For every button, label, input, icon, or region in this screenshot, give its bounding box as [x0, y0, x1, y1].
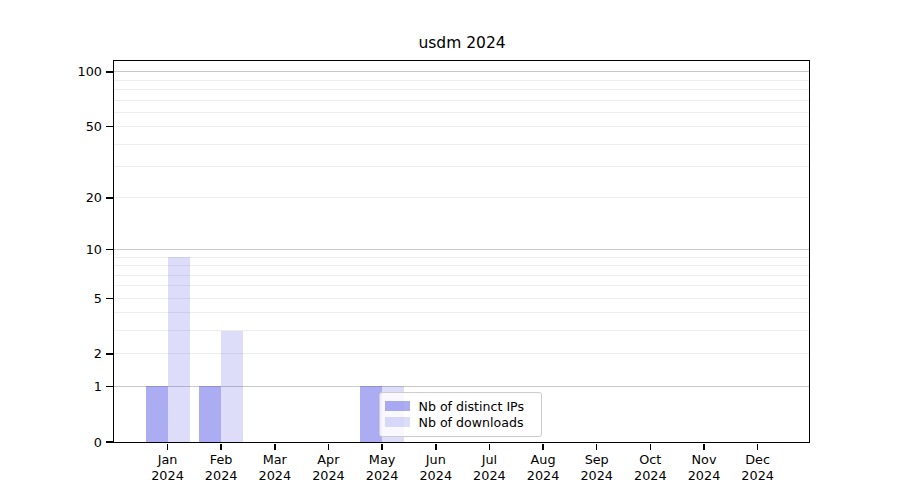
x-tick — [220, 444, 222, 450]
gridline-minor — [114, 285, 809, 286]
gridline-minor — [114, 126, 809, 127]
figure: usdm 2024 Nb of distinct IPs Nb of downl… — [0, 0, 900, 500]
y-tick — [106, 353, 113, 355]
y-tick-label: 2 — [50, 345, 102, 362]
gridline-minor — [114, 166, 809, 167]
x-tick — [650, 444, 652, 450]
legend-swatch-downloads — [385, 417, 410, 427]
legend-entry-distinct-ips: Nb of distinct IPs — [385, 399, 533, 414]
chart-title: usdm 2024 — [113, 34, 811, 52]
y-tick — [106, 441, 113, 443]
gridline-minor — [114, 353, 809, 354]
bar-downloads-feb — [221, 331, 243, 442]
x-tick-year: 2024 — [726, 468, 790, 484]
y-tick — [106, 126, 113, 128]
y-tick — [106, 386, 113, 388]
y-tick-label: 0 — [50, 434, 102, 451]
x-tick — [328, 444, 330, 450]
plot-area: Nb of distinct IPs Nb of downloads 01251… — [113, 60, 810, 443]
gridline-major — [114, 249, 809, 250]
gridline-minor — [114, 89, 809, 90]
x-tick-label: Dec2024 — [726, 452, 790, 483]
gridline-minor — [114, 112, 809, 113]
x-tick — [542, 444, 544, 450]
x-tick — [167, 444, 169, 450]
y-tick-label: 1 — [50, 378, 102, 395]
gridline-minor — [114, 100, 809, 101]
legend-label-distinct-ips: Nb of distinct IPs — [419, 399, 525, 414]
x-tick — [274, 444, 276, 450]
bar-ips-feb — [199, 386, 221, 442]
y-tick — [106, 298, 113, 300]
legend-entry-downloads: Nb of downloads — [385, 415, 533, 430]
x-tick-month: Dec — [726, 452, 790, 468]
legend-label-downloads: Nb of downloads — [419, 415, 524, 430]
x-tick — [381, 444, 383, 450]
x-tick — [489, 444, 491, 450]
gridline-minor — [114, 144, 809, 145]
gridline-minor — [114, 275, 809, 276]
y-tick — [106, 71, 113, 73]
y-tick-label: 50 — [50, 118, 102, 135]
y-tick — [106, 197, 113, 199]
x-tick — [596, 444, 598, 450]
legend: Nb of distinct IPs Nb of downloads — [379, 392, 542, 437]
gridline-minor — [114, 298, 809, 299]
legend-swatch-distinct-ips — [385, 401, 410, 411]
x-tick — [703, 444, 705, 450]
gridline-major — [114, 71, 809, 72]
y-tick-label: 10 — [50, 241, 102, 258]
gridline-minor — [114, 312, 809, 313]
gridline-minor — [114, 197, 809, 198]
gridline-minor — [114, 80, 809, 81]
bar-ips-jan — [146, 386, 168, 442]
y-tick-label: 20 — [50, 189, 102, 206]
bar-downloads-jan — [168, 257, 190, 442]
gridline-minor — [114, 330, 809, 331]
y-tick-label: 5 — [50, 290, 102, 307]
gridline-minor — [114, 265, 809, 266]
x-tick — [757, 444, 759, 450]
x-tick — [435, 444, 437, 450]
y-tick — [106, 249, 113, 251]
gridline-minor — [114, 257, 809, 258]
y-tick-label: 100 — [50, 63, 102, 80]
